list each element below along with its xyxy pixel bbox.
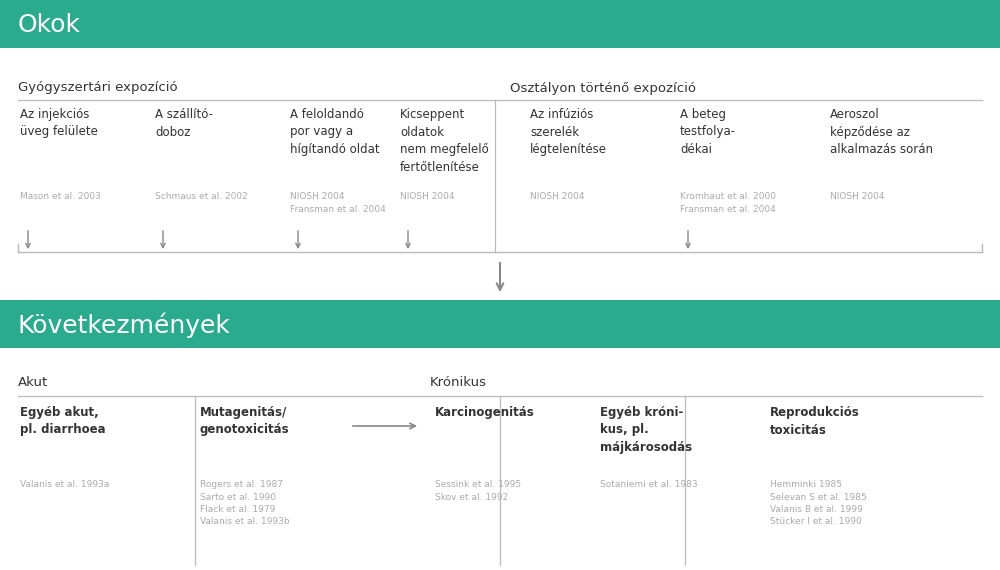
- Text: NIOSH 2004: NIOSH 2004: [530, 192, 584, 201]
- Bar: [0, 0, 1000, 48]
- Text: Kromhaut et al. 2000
Fransman et al. 2004: Kromhaut et al. 2000 Fransman et al. 200…: [680, 192, 776, 214]
- Text: Egyéb akut,
pl. diarrhoea: Egyéb akut, pl. diarrhoea: [20, 406, 106, 437]
- Text: Az injekciós
üveg felülete: Az injekciós üveg felülete: [20, 108, 98, 139]
- Text: Következmények: Következmények: [18, 312, 231, 337]
- Text: Reprodukciós
toxicitás: Reprodukciós toxicitás: [770, 406, 860, 437]
- Text: Rogers et al. 1987
Sarto et al. 1990
Flack et al. 1979
Valanis et al. 1993b: Rogers et al. 1987 Sarto et al. 1990 Fla…: [200, 480, 290, 527]
- Text: Okok: Okok: [18, 13, 81, 37]
- Text: Karcinogenitás: Karcinogenitás: [435, 406, 535, 419]
- Text: Schmaus et al. 2002: Schmaus et al. 2002: [155, 192, 248, 201]
- Text: Hemminki 1985
Selevan S et al. 1985
Valanis B et al. 1999
Stücker I et al. 1990: Hemminki 1985 Selevan S et al. 1985 Vala…: [770, 480, 867, 527]
- Text: Akut: Akut: [18, 376, 48, 389]
- Text: Kicseppent
oldatok
nem megfelelő
fertőtlenítése: Kicseppent oldatok nem megfelelő fertőtl…: [400, 108, 489, 174]
- Text: Sotaniemi et al. 1983: Sotaniemi et al. 1983: [600, 480, 698, 489]
- Text: Mutagenitás/
genotoxicitás: Mutagenitás/ genotoxicitás: [200, 406, 290, 437]
- Text: Sessink et al. 1995
Skov et al. 1992: Sessink et al. 1995 Skov et al. 1992: [435, 480, 521, 502]
- Text: Krónikus: Krónikus: [430, 376, 487, 389]
- Text: A feloldandó
por vagy a
hígítandó oldat: A feloldandó por vagy a hígítandó oldat: [290, 108, 380, 156]
- Text: Gyógyszertári expozíció: Gyógyszertári expozíció: [18, 82, 178, 95]
- Bar: [0, 300, 1000, 348]
- Text: A szállító-
doboz: A szállító- doboz: [155, 108, 213, 139]
- Text: Aeroszol
képződése az
alkalmazás során: Aeroszol képződése az alkalmazás során: [830, 108, 933, 156]
- Text: Egyéb króni-
kus, pl.
májkárosodás: Egyéb króni- kus, pl. májkárosodás: [600, 406, 692, 454]
- Text: NIOSH 2004: NIOSH 2004: [400, 192, 454, 201]
- Text: Mason et al. 2003: Mason et al. 2003: [20, 192, 101, 201]
- Text: NIOSH 2004: NIOSH 2004: [830, 192, 885, 201]
- Text: Valanis et al. 1993a: Valanis et al. 1993a: [20, 480, 109, 489]
- Text: A beteg
testfolya-
dékai: A beteg testfolya- dékai: [680, 108, 736, 156]
- Text: Osztályon történő expozíció: Osztályon történő expozíció: [510, 82, 696, 95]
- Text: Az infúziós
szerelék
légtelenítése: Az infúziós szerelék légtelenítése: [530, 108, 607, 156]
- Text: NIOSH 2004
Fransman et al. 2004: NIOSH 2004 Fransman et al. 2004: [290, 192, 386, 214]
